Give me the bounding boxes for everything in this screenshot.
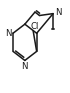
Text: N: N — [55, 8, 61, 17]
Text: N: N — [22, 62, 28, 71]
Text: N: N — [5, 29, 11, 38]
Text: Cl: Cl — [30, 22, 39, 31]
